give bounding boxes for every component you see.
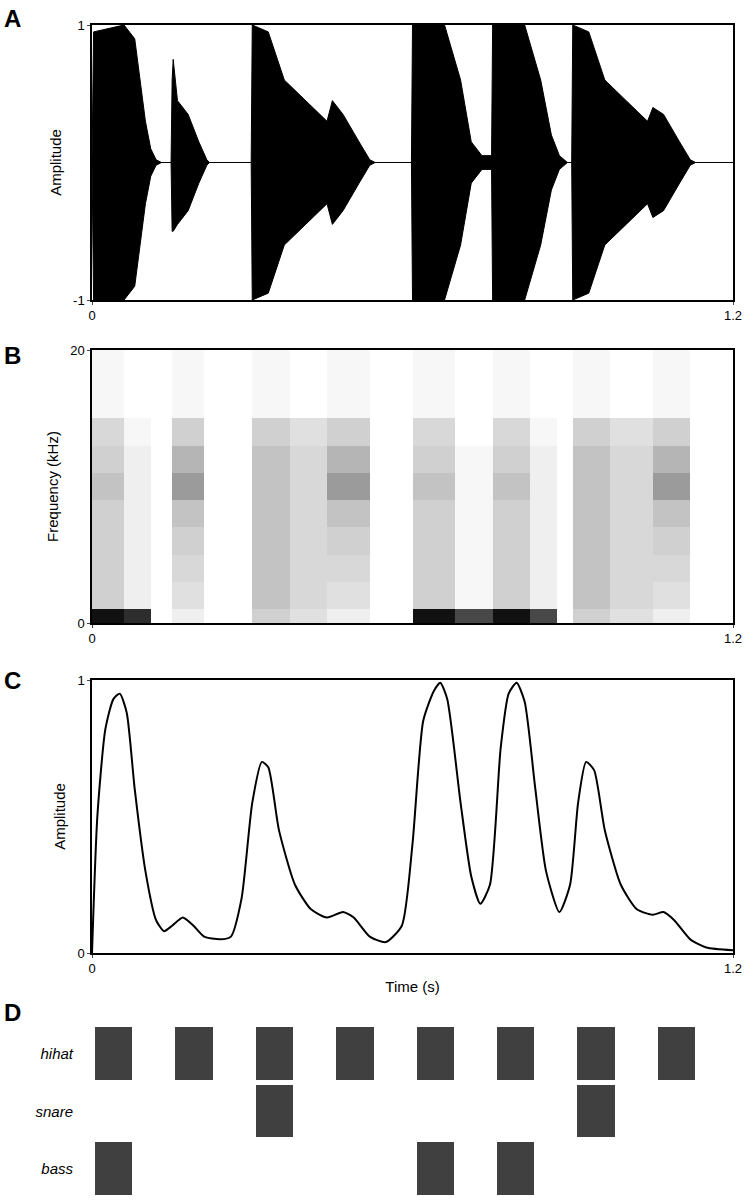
svg-text:D: D [4, 999, 21, 1026]
svg-text:1.2: 1.2 [724, 308, 742, 323]
svg-text:A: A [4, 5, 21, 32]
svg-text:snare: snare [35, 1103, 73, 1120]
svg-text:bass: bass [41, 1160, 73, 1177]
svg-text:Frequency (kHz): Frequency (kHz) [44, 431, 61, 542]
svg-text:0: 0 [77, 946, 84, 961]
svg-text:Time (s): Time (s) [385, 978, 439, 995]
svg-text:Amplitude: Amplitude [47, 129, 64, 196]
svg-text:0: 0 [88, 631, 95, 646]
svg-text:C: C [4, 667, 21, 694]
svg-text:B: B [4, 342, 21, 369]
svg-text:0: 0 [88, 961, 95, 976]
svg-text:0: 0 [77, 616, 84, 631]
svg-text:Amplitude: Amplitude [51, 783, 68, 850]
svg-text:1: 1 [77, 673, 84, 688]
svg-text:1.2: 1.2 [724, 631, 742, 646]
svg-text:hihat: hihat [40, 1045, 73, 1062]
svg-text:0: 0 [88, 308, 95, 323]
svg-text:20: 20 [70, 343, 84, 358]
svg-text:1.2: 1.2 [724, 961, 742, 976]
svg-text:-1: -1 [73, 293, 85, 308]
svg-text:1: 1 [77, 18, 84, 33]
